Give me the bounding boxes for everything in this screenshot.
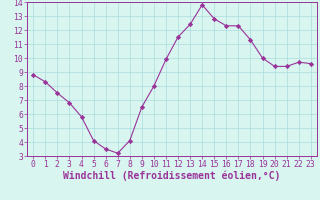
X-axis label: Windchill (Refroidissement éolien,°C): Windchill (Refroidissement éolien,°C) — [63, 171, 281, 181]
